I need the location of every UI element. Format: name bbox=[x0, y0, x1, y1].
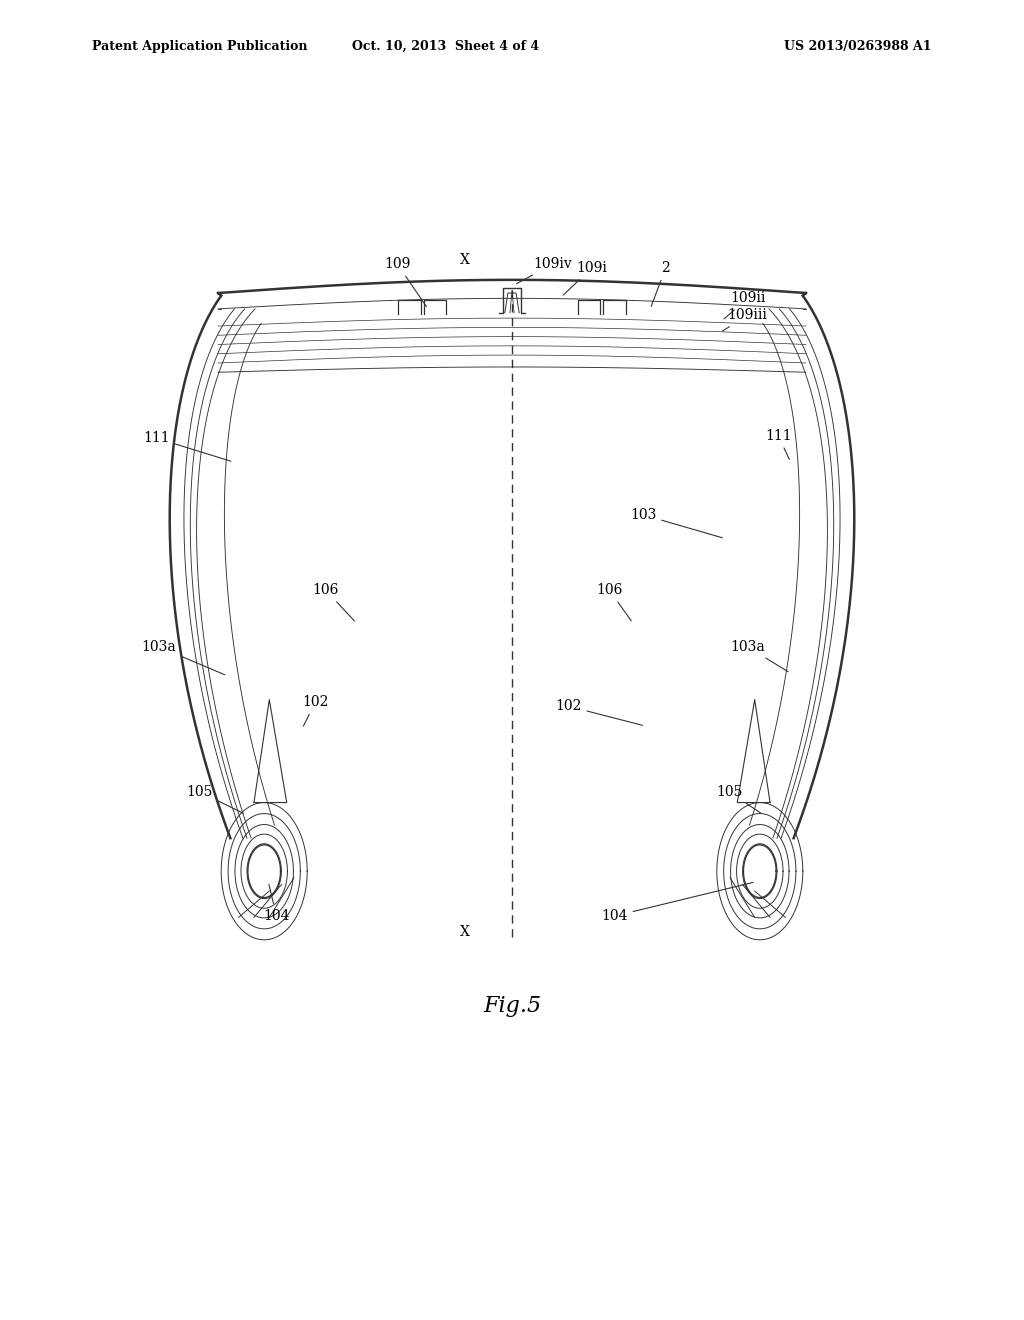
Text: US 2013/0263988 A1: US 2013/0263988 A1 bbox=[784, 40, 932, 53]
Text: 109ii: 109ii bbox=[724, 292, 765, 319]
Text: 102: 102 bbox=[555, 700, 642, 725]
Text: 2: 2 bbox=[651, 261, 670, 306]
Text: 109iv: 109iv bbox=[516, 257, 572, 284]
Text: 103a: 103a bbox=[730, 640, 788, 672]
Text: 109: 109 bbox=[384, 257, 426, 306]
Text: 111: 111 bbox=[765, 429, 792, 459]
Text: 103a: 103a bbox=[141, 640, 225, 675]
Text: 109iii: 109iii bbox=[722, 309, 767, 331]
Text: X: X bbox=[460, 253, 470, 267]
Text: Oct. 10, 2013  Sheet 4 of 4: Oct. 10, 2013 Sheet 4 of 4 bbox=[352, 40, 539, 53]
Text: 105: 105 bbox=[716, 785, 761, 813]
Text: 105: 105 bbox=[186, 785, 244, 813]
Text: X: X bbox=[460, 925, 470, 939]
Text: Patent Application Publication: Patent Application Publication bbox=[92, 40, 307, 53]
Text: 104: 104 bbox=[263, 884, 290, 923]
Text: 106: 106 bbox=[312, 583, 354, 620]
Text: 102: 102 bbox=[302, 696, 329, 726]
Text: 106: 106 bbox=[596, 583, 631, 620]
Text: 109i: 109i bbox=[563, 261, 607, 296]
Text: 104: 104 bbox=[601, 882, 753, 923]
Text: 111: 111 bbox=[143, 432, 230, 461]
Text: Fig.5: Fig.5 bbox=[483, 995, 541, 1016]
Text: 103: 103 bbox=[630, 508, 722, 537]
